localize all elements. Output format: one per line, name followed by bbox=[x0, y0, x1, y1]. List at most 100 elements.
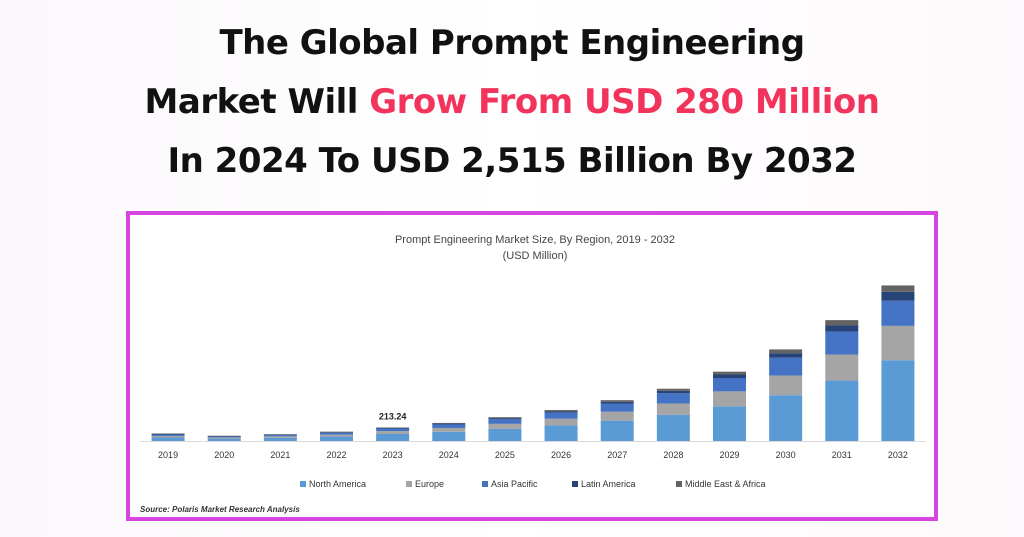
bar-latin-america-2031 bbox=[825, 325, 859, 332]
bar-asia-pacific-2020 bbox=[207, 436, 241, 438]
bar-asia-pacific-2031 bbox=[825, 331, 859, 355]
x-tick-label-2020: 2020 bbox=[214, 450, 234, 460]
bar-middle-east-africa-2019 bbox=[151, 433, 185, 434]
bar-north-america-2023 bbox=[376, 434, 410, 441]
legend-swatch-latin-america bbox=[572, 481, 578, 487]
bar-asia-pacific-2025 bbox=[488, 419, 522, 424]
bar-europe-2029 bbox=[713, 391, 746, 407]
bar-north-america-2027 bbox=[600, 420, 634, 441]
bar-middle-east-africa-2031 bbox=[825, 320, 859, 326]
bar-asia-pacific-2026 bbox=[544, 412, 578, 419]
chart-subtitle: (USD Million) bbox=[503, 250, 568, 262]
legend-swatch-asia-pacific bbox=[482, 481, 488, 487]
bar-middle-east-africa-2020 bbox=[207, 435, 241, 437]
headline: The Global Prompt Engineering Market Wil… bbox=[0, 14, 1024, 191]
bar-north-america-2022 bbox=[320, 436, 353, 441]
bar-europe-2023 bbox=[376, 431, 410, 434]
bar-north-america-2024 bbox=[432, 431, 466, 441]
x-tick-label-2029: 2029 bbox=[719, 450, 739, 460]
x-tick-label-2023: 2023 bbox=[383, 450, 403, 460]
legend-label-latin-america: Latin America bbox=[581, 479, 636, 489]
bar-latin-america-2027 bbox=[600, 401, 634, 404]
bar-asia-pacific-2029 bbox=[713, 378, 746, 392]
bar-europe-2025 bbox=[488, 423, 522, 429]
x-tick-label-2031: 2031 bbox=[832, 450, 852, 460]
bar-north-america-2019 bbox=[151, 437, 185, 441]
legend-label-middle-east-africa: Middle East & Africa bbox=[685, 479, 766, 489]
bar-europe-2032 bbox=[881, 325, 915, 361]
bar-middle-east-africa-2025 bbox=[488, 417, 522, 419]
headline-line-2-prefix: Market Will bbox=[144, 82, 370, 122]
chart-title: Prompt Engineering Market Size, By Regio… bbox=[395, 234, 675, 246]
bar-latin-america-2025 bbox=[488, 418, 522, 420]
bar-europe-2019 bbox=[151, 435, 185, 438]
bar-latin-america-2019 bbox=[151, 433, 185, 435]
data-label-2023: 213.24 bbox=[379, 411, 407, 421]
legend-swatch-north-america bbox=[300, 481, 306, 487]
chart-frame: Prompt Engineering Market Size, By Regio… bbox=[126, 211, 938, 521]
bar-asia-pacific-2021 bbox=[263, 435, 297, 437]
bar-north-america-2028 bbox=[656, 414, 690, 441]
legend-label-asia-pacific: Asia Pacific bbox=[491, 479, 538, 489]
bar-asia-pacific-2030 bbox=[769, 357, 803, 376]
headline-line-1: The Global Prompt Engineering bbox=[219, 23, 805, 63]
bar-latin-america-2028 bbox=[656, 390, 690, 394]
bar-europe-2024 bbox=[432, 427, 466, 432]
bar-middle-east-africa-2028 bbox=[656, 388, 690, 391]
bar-latin-america-2023 bbox=[376, 427, 410, 429]
bar-latin-america-2020 bbox=[207, 436, 241, 437]
bar-middle-east-africa-2021 bbox=[263, 434, 297, 435]
bar-asia-pacific-2032 bbox=[881, 300, 915, 326]
x-tick-label-2022: 2022 bbox=[326, 450, 346, 460]
bar-middle-east-africa-2026 bbox=[544, 410, 578, 412]
bar-middle-east-africa-2022 bbox=[320, 431, 353, 433]
bar-europe-2030 bbox=[769, 375, 803, 396]
bar-middle-east-africa-2024 bbox=[432, 422, 466, 424]
bar-europe-2026 bbox=[544, 418, 578, 426]
x-tick-label-2028: 2028 bbox=[663, 450, 683, 460]
bar-middle-east-africa-2032 bbox=[881, 285, 915, 292]
bar-latin-america-2030 bbox=[769, 353, 803, 358]
bar-asia-pacific-2027 bbox=[600, 403, 634, 412]
bar-europe-2031 bbox=[825, 354, 859, 381]
bar-middle-east-africa-2027 bbox=[600, 400, 634, 402]
bar-middle-east-africa-2030 bbox=[769, 349, 803, 354]
legend-swatch-europe bbox=[406, 481, 412, 487]
x-tick-label-2030: 2030 bbox=[776, 450, 796, 460]
headline-line-2: Market Will Grow From USD 280 Million bbox=[0, 73, 1024, 132]
headline-line-3: In 2024 To USD 2,515 Billion By 2032 bbox=[167, 141, 857, 181]
legend-label-europe: Europe bbox=[415, 479, 444, 489]
bar-north-america-2021 bbox=[263, 437, 297, 441]
bar-europe-2027 bbox=[600, 411, 634, 421]
x-tick-label-2026: 2026 bbox=[551, 450, 571, 460]
x-tick-label-2027: 2027 bbox=[607, 450, 627, 460]
bar-north-america-2025 bbox=[488, 428, 522, 441]
stacked-bar-chart: Prompt Engineering Market Size, By Regio… bbox=[140, 234, 926, 489]
headline-line-2-accent: Grow From USD 280 Million bbox=[369, 82, 880, 122]
bar-north-america-2029 bbox=[713, 406, 746, 441]
bar-europe-2028 bbox=[656, 403, 690, 415]
x-tick-label-2024: 2024 bbox=[439, 450, 459, 460]
bar-north-america-2032 bbox=[881, 360, 915, 441]
bar-asia-pacific-2022 bbox=[320, 432, 353, 435]
bar-latin-america-2029 bbox=[713, 374, 746, 379]
bar-latin-america-2026 bbox=[544, 411, 578, 413]
bar-asia-pacific-2023 bbox=[376, 428, 410, 432]
bar-latin-america-2032 bbox=[881, 291, 915, 301]
bar-middle-east-africa-2029 bbox=[713, 371, 746, 375]
x-tick-label-2025: 2025 bbox=[495, 450, 515, 460]
bar-europe-2021 bbox=[263, 436, 297, 438]
bar-middle-east-africa-2023 bbox=[376, 427, 410, 428]
source-note: Source: Polaris Market Research Analysis bbox=[140, 505, 300, 514]
bar-north-america-2026 bbox=[544, 425, 578, 441]
bar-latin-america-2022 bbox=[320, 432, 353, 433]
x-tick-label-2021: 2021 bbox=[270, 450, 290, 460]
bar-asia-pacific-2028 bbox=[656, 393, 690, 404]
x-tick-label-2032: 2032 bbox=[888, 450, 908, 460]
bar-latin-america-2021 bbox=[263, 434, 297, 436]
bar-north-america-2020 bbox=[207, 438, 241, 441]
bar-north-america-2030 bbox=[769, 395, 803, 441]
bar-europe-2020 bbox=[207, 437, 241, 439]
legend-swatch-middle-east-africa bbox=[676, 481, 682, 487]
bar-asia-pacific-2019 bbox=[151, 434, 185, 436]
